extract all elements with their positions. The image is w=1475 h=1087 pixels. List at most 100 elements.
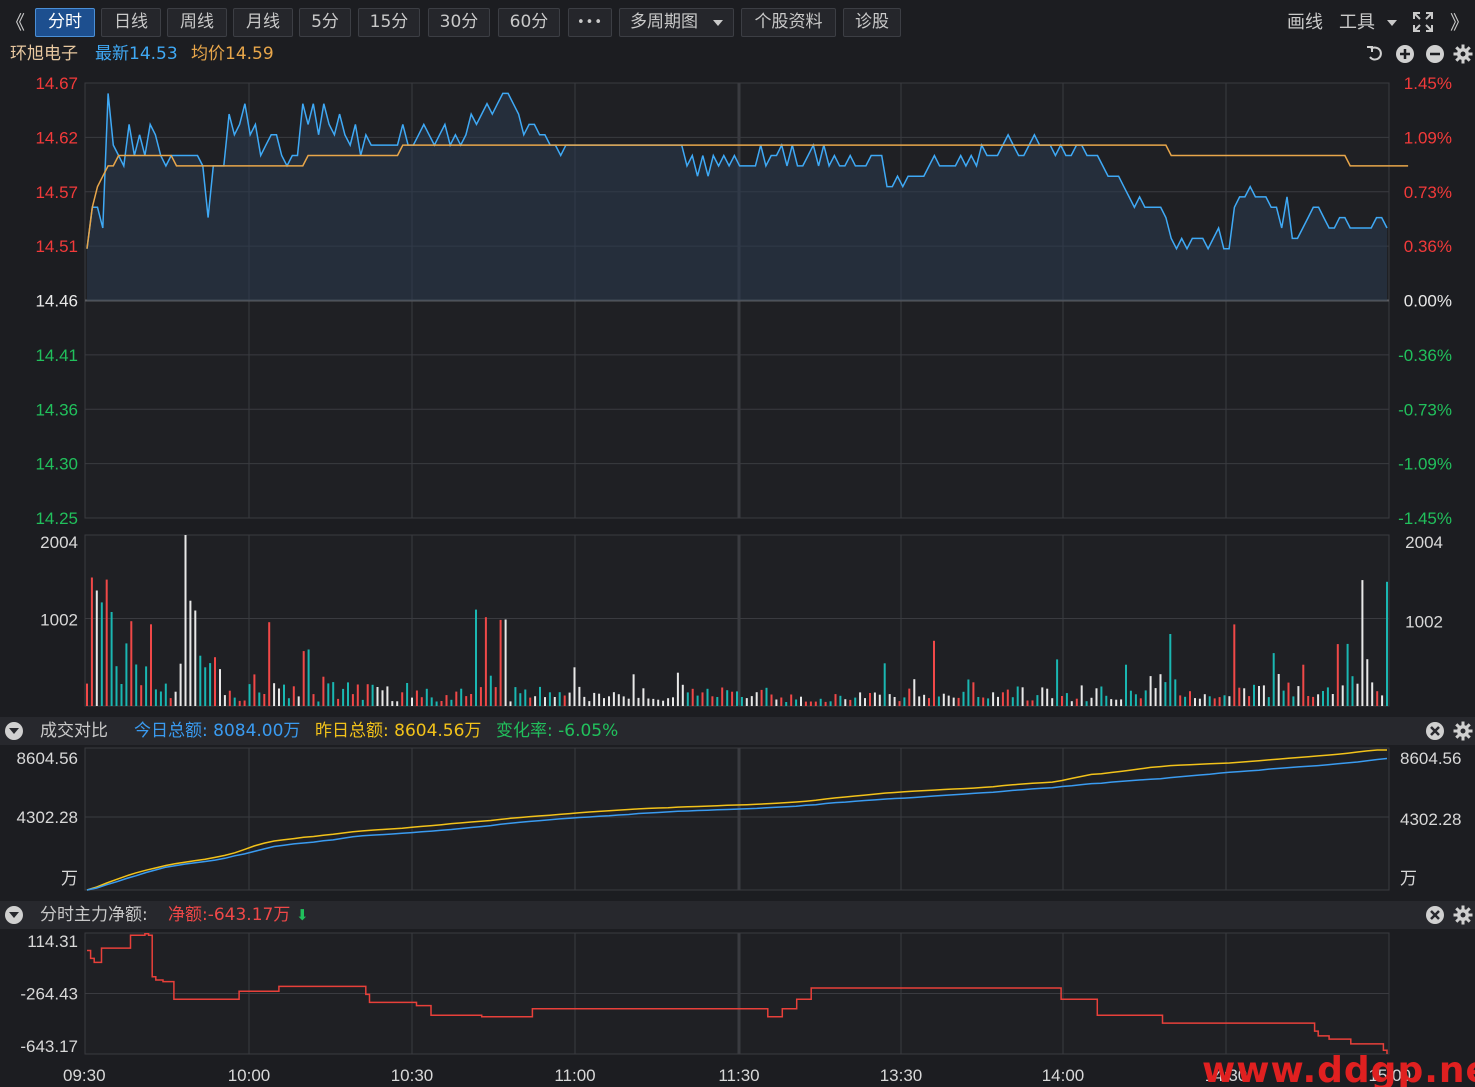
volume-bar (1110, 699, 1113, 706)
average-price: 均价14.59 (191, 44, 274, 64)
close-icon[interactable] (1425, 905, 1445, 925)
yesterday-amount: 昨日总额: 8604.56万 (315, 721, 482, 741)
stock-info-button[interactable]: 个股资料 (741, 8, 836, 37)
multi-period-dropdown[interactable]: 多周期图 (619, 8, 734, 37)
volume-bar (1036, 695, 1039, 706)
zoom-out-icon[interactable] (1425, 44, 1445, 64)
tab-weekly[interactable]: 周线 (167, 8, 227, 37)
volume-bar (933, 640, 935, 706)
volume-bar (814, 701, 817, 706)
volume-bar (716, 697, 719, 706)
yesterday-amount-line (86, 749, 1387, 891)
settings-gear-icon[interactable] (1453, 905, 1473, 925)
volume-bar (209, 663, 212, 706)
back-icon[interactable]: 《 (6, 12, 26, 34)
main-net-chart[interactable]: 114.31 -264.43 -643.17 09:30 10:00 10:30 11:00… (0, 929, 1475, 1087)
volume-bar (1056, 659, 1059, 706)
volume-bar (888, 694, 891, 706)
tab-intraday[interactable]: 分时 (35, 8, 95, 37)
diagnose-button[interactable]: 诊股 (843, 8, 901, 37)
quote-info-bar: 环旭电子 最新14.53 均价14.59 (0, 40, 1475, 68)
tab-60min[interactable]: 60分 (498, 8, 560, 37)
volume-bar (130, 621, 133, 706)
draw-line-button[interactable]: 画线 (1287, 12, 1323, 33)
volume-bar (1336, 644, 1339, 706)
zoom-in-icon[interactable] (1395, 44, 1415, 64)
reset-icon[interactable] (1365, 44, 1385, 64)
volume-chart[interactable]: 2004 1002 2004 1002 (0, 530, 1475, 716)
volume-bar (667, 698, 670, 706)
volume-bar (617, 694, 620, 706)
volume-bar (1075, 698, 1078, 706)
volume-bar (1317, 694, 1320, 706)
volume-bar (499, 619, 502, 706)
volume-bar (859, 692, 862, 706)
volume-bar (411, 697, 413, 706)
tab-15min[interactable]: 15分 (358, 8, 420, 37)
volume-bar (371, 684, 374, 706)
volume-bar (992, 692, 995, 706)
price-tick-label: 14.36 (35, 400, 78, 419)
collapse-icon[interactable] (5, 906, 23, 924)
volume-bar (189, 600, 192, 706)
caret-down-icon (713, 20, 723, 26)
volume-bar (332, 682, 335, 706)
volume-bar (1129, 690, 1132, 706)
volume-bar (1282, 690, 1285, 706)
volume-bar (967, 679, 970, 706)
volume-bar (292, 686, 295, 706)
amount-tick-label: 4302.28 (17, 808, 78, 827)
collapse-icon[interactable] (5, 722, 23, 740)
volume-bar (120, 684, 123, 706)
tab-monthly[interactable]: 月线 (233, 8, 293, 37)
volume-bar (952, 697, 955, 706)
volume-bar (691, 688, 694, 706)
tab-30min[interactable]: 30分 (428, 8, 490, 37)
volume-bar (1213, 698, 1216, 706)
volume-bar (1238, 687, 1241, 706)
volume-bar (440, 701, 443, 706)
expand-icon[interactable] (1411, 10, 1435, 34)
volume-bar (928, 698, 930, 706)
more-periods-button[interactable]: ••• (568, 8, 612, 37)
volume-bar (110, 612, 113, 706)
volume-bar (622, 696, 625, 706)
volume-bar (819, 698, 822, 706)
volume-bar (844, 699, 847, 706)
tab-daily[interactable]: 日线 (101, 8, 161, 37)
pct-tick-label: 1.09% (1404, 128, 1452, 147)
settings-gear-icon[interactable] (1453, 721, 1473, 741)
close-icon[interactable] (1425, 721, 1445, 741)
volume-bar (701, 692, 704, 706)
amount-compare-chart[interactable]: 8604.56 8604.56 4302.28 4302.28 万 万 (0, 745, 1475, 900)
volume-bar (494, 687, 497, 706)
volume-bar (603, 698, 605, 706)
price-tick-label: 14.25 (35, 509, 78, 528)
volume-bar (406, 683, 409, 706)
volume-bar (204, 667, 207, 706)
volume-bar (347, 682, 349, 706)
today-amount-line (86, 757, 1388, 891)
tab-5min[interactable]: 5分 (299, 8, 351, 37)
volume-bar (100, 602, 103, 706)
price-tick-label: 14.62 (35, 128, 78, 147)
price-chart[interactable]: 14.67 1.45% 14.62 1.09% 14.57 0.73% 14.51 0.36%… (0, 68, 1475, 530)
volume-bar (1016, 686, 1019, 706)
volume-bar (790, 694, 793, 706)
volume-bar (568, 692, 571, 706)
volume-bar (1026, 700, 1029, 706)
volume-bar (834, 694, 837, 706)
forward-icon[interactable]: 》 (1450, 12, 1470, 34)
volume-bar (1322, 691, 1324, 706)
volume-bar (115, 666, 118, 706)
volume-bar (1169, 634, 1172, 706)
volume-bar (1085, 701, 1088, 706)
volume-bar (736, 691, 738, 706)
volume-bar (327, 683, 330, 706)
time-axis-label: 11:00 (554, 1066, 595, 1085)
volume-bar (800, 696, 802, 706)
volume-bar (1120, 699, 1123, 706)
tools-dropdown[interactable]: 工具 (1339, 9, 1397, 37)
settings-gear-icon[interactable] (1453, 44, 1473, 64)
volume-bar (317, 701, 320, 706)
